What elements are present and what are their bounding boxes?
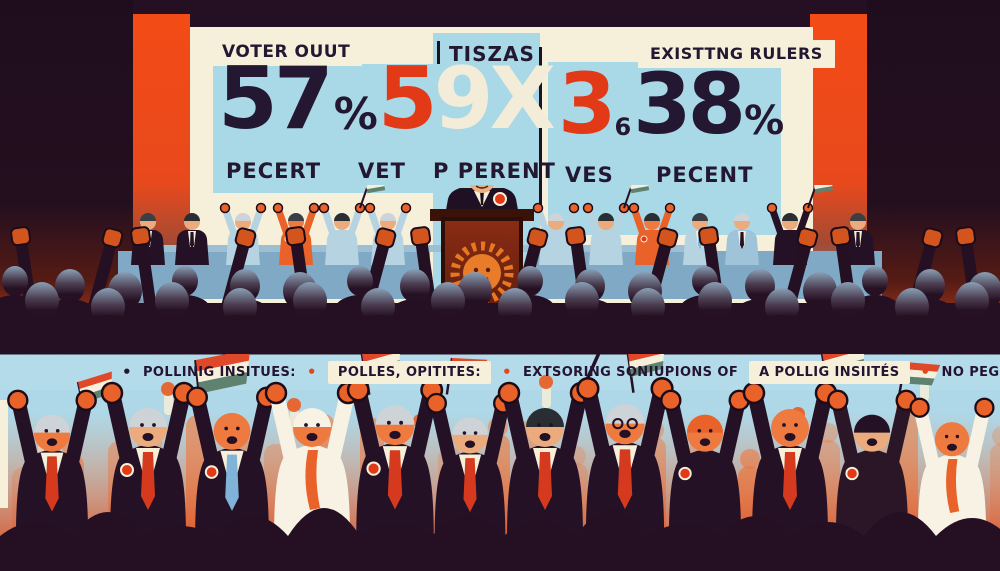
foreground-silhouette-band (0, 508, 1000, 571)
left-orange-stripe (133, 14, 190, 352)
ticker-item: POLLES, OPITITES: (327, 360, 491, 384)
celebrating-figure (186, 386, 278, 540)
turnout-label: VOTER OUUT (210, 38, 363, 66)
celebrating-figure (909, 397, 995, 540)
turnout-sublabel-1: PECERT (226, 159, 322, 183)
main-divider-bar (539, 47, 542, 212)
bullet-icon: • (920, 362, 931, 381)
rulers-figures: 3 6 38 % (558, 55, 785, 153)
percent-sign: % (744, 97, 785, 144)
tisza-divider-bar (437, 41, 440, 64)
ticker-item: EXTSORING SONIUPIONS OF (522, 364, 739, 380)
turnout-value-cream: 9X (433, 49, 556, 149)
turnout-sublabel-2: VET (358, 159, 406, 183)
rulers-value-small: 6 (614, 113, 632, 141)
percent-sign: % (333, 88, 378, 140)
celebrating-figure (100, 381, 196, 540)
rulers-sublabel-2: PECENT (656, 163, 754, 187)
celebrating-figure (264, 381, 360, 540)
bullet-icon: • (501, 362, 512, 381)
bullet-icon: • (122, 362, 132, 381)
celebrating-figure (346, 378, 444, 540)
left-dark-backdrop (0, 0, 133, 352)
ticker-item: A POLLIG INSIITÉS (749, 360, 910, 384)
turnout-value-red: 5 (377, 49, 438, 149)
turnout-figures: 57 % 5 9X (218, 49, 556, 149)
rulers-label: EXISTTNG RULERS (638, 40, 835, 68)
celebrating-figure (576, 377, 674, 540)
results-billboard: VOTER OUUT TISZAS EXISTTNG RULERS 57 % 5… (190, 27, 835, 352)
celebrating-figure (827, 389, 917, 540)
right-dark-backdrop (867, 0, 1000, 352)
rulers-value-dark: 38 (633, 55, 746, 153)
turnout-value-dark: 57 (218, 49, 334, 149)
background-crowd (0, 368, 1000, 542)
celebrating-figure (426, 392, 514, 540)
celebrating-figure (660, 389, 750, 540)
tisza-label: TISZAS (449, 42, 535, 66)
bullet-icon: • (306, 362, 317, 381)
rulers-sublabel-1: VES (565, 163, 614, 187)
turnout-sublabel-3: P PERENT (433, 159, 556, 183)
ticker-item: NO PEGENT SUPPORTTS: (941, 364, 1000, 380)
ticker-item: POLLINIG INSITUES: (143, 364, 296, 380)
celebrating-figure (7, 389, 97, 540)
rulers-value-red: 3 (558, 55, 616, 153)
celebrating-figure (742, 381, 838, 540)
ticker-band: • POLLINIG INSITUES: • POLLES, OPITITES:… (0, 354, 1000, 390)
